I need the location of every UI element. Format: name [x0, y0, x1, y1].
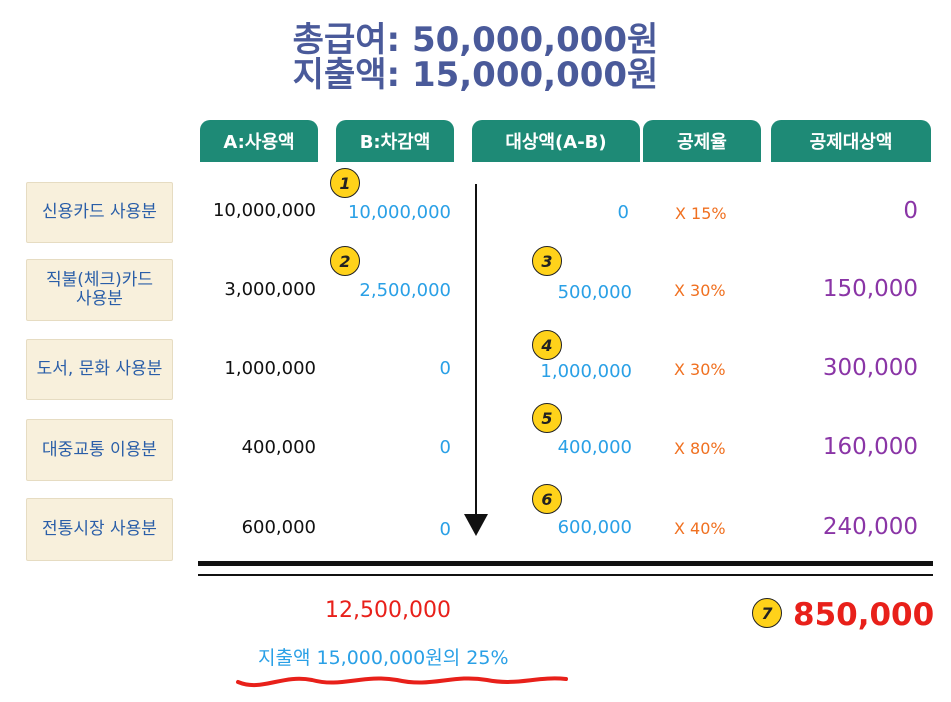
- row-2-a: 3,000,000: [224, 279, 316, 300]
- row-3-rate: X 30%: [674, 360, 726, 379]
- header-a: A:사용액: [200, 120, 318, 162]
- row-5-target: 600,000: [557, 517, 632, 538]
- row-4-a: 400,000: [241, 437, 316, 458]
- total-separator-thick: [198, 561, 933, 566]
- row-1-a: 10,000,000: [212, 200, 316, 221]
- row-4-rate: X 80%: [674, 439, 726, 458]
- row-3-b: 0: [439, 358, 451, 379]
- row-3-a: 1,000,000: [224, 358, 316, 379]
- row-4-b: 0: [439, 437, 451, 458]
- row-5-b: 0: [439, 519, 451, 540]
- header-target: 대상액(A-B): [472, 120, 640, 162]
- row-3-target: 1,000,000: [540, 361, 632, 382]
- row-2-deduction: 150,000: [822, 276, 918, 302]
- row-4-target: 400,000: [557, 437, 632, 458]
- row-1-target: 0: [617, 202, 629, 223]
- step-badge-4: 4: [532, 330, 562, 360]
- header-b: B:차감액: [336, 120, 454, 162]
- row-2-target: 500,000: [557, 282, 632, 303]
- b-total-note: 지출액 15,000,000원의 25%: [258, 647, 509, 669]
- row-5-a: 600,000: [241, 517, 316, 538]
- b-total: 12,500,000: [325, 598, 451, 623]
- total-separator-thin: [198, 574, 933, 576]
- row-label-public-transit: 대중교통 이용분: [26, 419, 173, 481]
- row-label-books-culture: 도서, 문화 사용분: [26, 339, 173, 400]
- step-badge-6: 6: [532, 484, 562, 514]
- row-1-rate: X 15%: [675, 204, 727, 223]
- red-wavy-underline: [236, 676, 568, 688]
- row-label-credit-card: 신용카드 사용분: [26, 182, 173, 243]
- row-1-b: 10,000,000: [347, 202, 451, 223]
- title-line-1: 총급여: 50,000,000원: [292, 20, 659, 60]
- title-line-2: 지출액: 15,000,000원: [292, 55, 659, 95]
- header-rate: 공제율: [643, 120, 761, 162]
- step-badge-2: 2: [330, 246, 360, 276]
- row-2-rate: X 30%: [674, 281, 726, 300]
- down-arrow-icon: [464, 184, 488, 536]
- row-2-b: 2,500,000: [359, 280, 451, 301]
- row-1-deduction: 0: [903, 198, 918, 224]
- row-5-deduction: 240,000: [822, 514, 918, 540]
- header-deduction: 공제대상액: [771, 120, 931, 162]
- row-4-deduction: 160,000: [822, 434, 918, 460]
- deduction-total: 850,000: [793, 597, 935, 633]
- step-badge-5: 5: [532, 403, 562, 433]
- row-5-rate: X 40%: [674, 519, 726, 538]
- step-badge-1: 1: [330, 168, 360, 198]
- row-3-deduction: 300,000: [822, 355, 918, 381]
- step-badge-3: 3: [532, 246, 562, 276]
- step-badge-7: 7: [752, 598, 782, 628]
- row-label-debit-card: 직불(체크)카드 사용분: [26, 259, 173, 321]
- row-label-traditional-market: 전통시장 사용분: [26, 498, 173, 561]
